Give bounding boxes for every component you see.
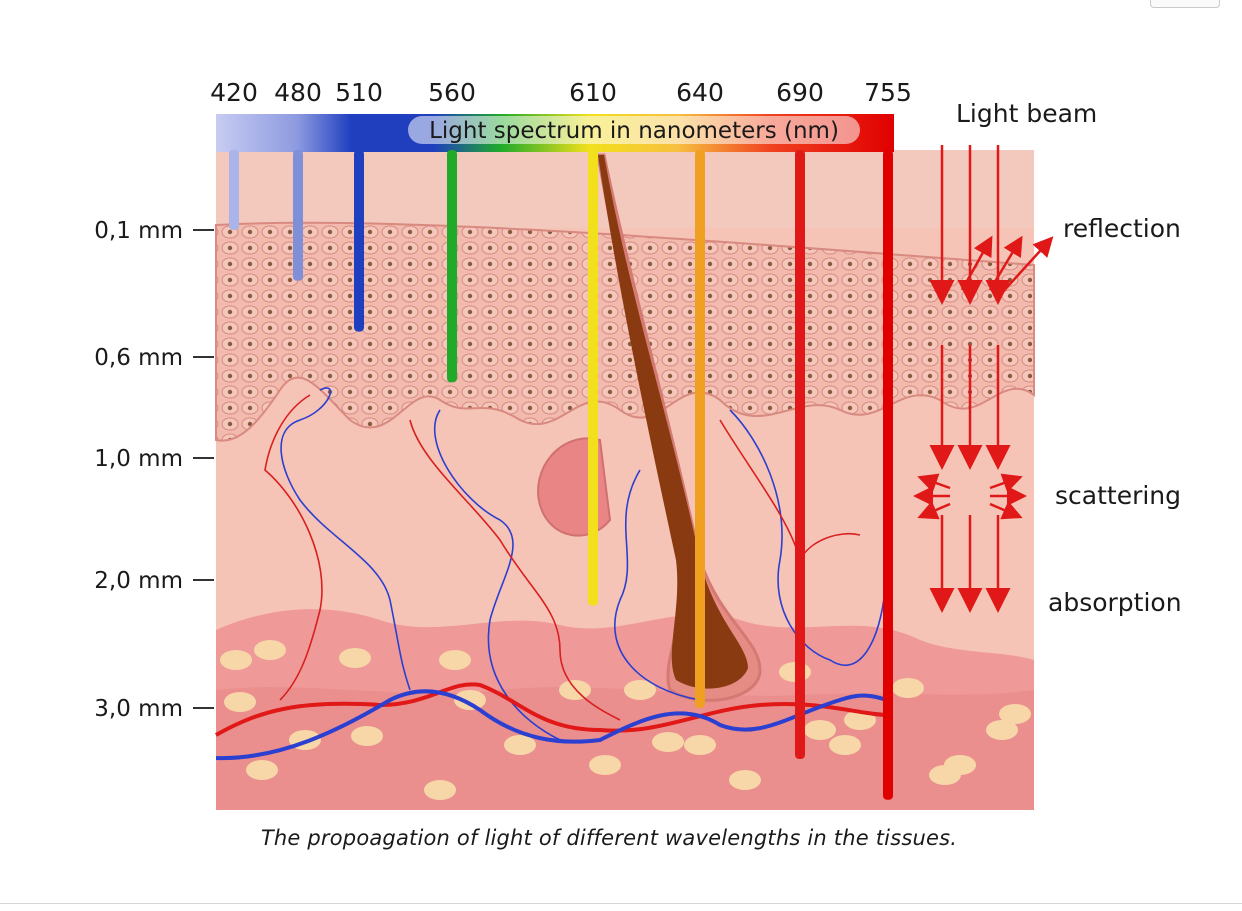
fat-cell [624,680,656,700]
penetration-bar-640 [695,150,705,708]
penetration-bar-690 [795,150,805,759]
light-beam-arrows [913,145,1054,613]
fat-cell [999,704,1031,724]
capillary-loop-2 [409,419,621,721]
capillary-artery [264,394,323,701]
fat-cell [652,732,684,752]
label-absorption: absorption [1048,588,1182,617]
wavelength-label-755: 755 [864,78,912,107]
penetration-bar-755 [883,150,893,800]
wavelength-label-510: 510 [335,78,383,107]
hair-shaft [598,155,748,689]
spectrum-title: Light spectrum in nanometers (nm) [429,118,839,144]
fat-cell [559,680,591,700]
depth-label: 2,0 mm [94,568,183,594]
scatter-right-1 [989,473,1023,493]
fat-cell [504,735,536,755]
capillary-loop-3 [729,409,886,667]
reflection-arrow-2 [988,235,1023,291]
fat-cell [829,735,861,755]
scatter-left-1 [917,473,951,493]
wavelength-label-640: 640 [676,78,724,107]
window-tab[interactable] [1150,0,1220,8]
fat-cell [892,678,924,698]
deep-fat-layer [216,687,1034,810]
bottom-divider [0,903,1242,904]
wavelength-label-420: 420 [210,78,258,107]
fat-cells [220,640,1031,800]
fat-cell [454,690,486,710]
penetration-bar-510 [354,150,364,332]
fat-cell [986,720,1018,740]
wavelength-label-560: 560 [428,78,476,107]
fat-cell [439,650,471,670]
depth-label: 3,0 mm [94,696,183,722]
scatter-right-3 [989,500,1023,520]
depth-label: 0,6 mm [94,345,183,371]
stratum-corneum [216,150,1034,228]
wavelength-label-690: 690 [776,78,824,107]
epidermis-layer [215,221,1035,442]
vein [215,689,891,761]
light-spectrum-bar: Light spectrum in nanometers (nm) [216,114,894,152]
spectrum-title-pill [408,116,860,144]
fat-cell [254,640,286,660]
label-scattering: scattering [1055,481,1181,510]
wavelength-label-610: 610 [569,78,617,107]
blood-vessels [215,387,891,761]
tissue-cross-section [215,150,1035,810]
scatter-left-3 [917,500,951,520]
fat-cell [224,692,256,712]
depth-label: 0,1 mm [94,218,183,244]
wavelength-labels: 420 480 510 560 610 640 690 755 [210,78,912,107]
penetration-bar-610 [588,150,598,606]
depth-label: 1,0 mm [94,446,183,472]
penetration-bar-560 [447,150,457,383]
artery [215,682,891,737]
fat-cell [684,735,716,755]
reflection-arrow-1 [960,235,993,291]
depth-axis: 0,1 mm 0,6 mm 1,0 mm 2,0 mm 3,0 mm [94,218,214,722]
fat-cell [729,770,761,790]
reflection-arrow-3 [999,236,1054,296]
fat-cell [589,755,621,775]
fat-cell [944,755,976,775]
capillary-vein [280,387,411,691]
fat-cell [339,648,371,668]
label-light-beam: Light beam [956,99,1097,128]
penetration-bars [229,150,893,800]
fat-cell [804,720,836,740]
penetration-bar-420 [229,150,239,230]
wavelength-label-480: 480 [274,78,322,107]
capillary-loop-5 [614,469,701,701]
fat-cell [220,650,252,670]
fat-cell [246,760,278,780]
fat-cell [351,726,383,746]
penetration-bar-480 [293,150,303,281]
figure-caption: The propoagation of light of different w… [260,826,958,850]
fat-cell [424,780,456,800]
label-reflection: reflection [1063,214,1181,243]
